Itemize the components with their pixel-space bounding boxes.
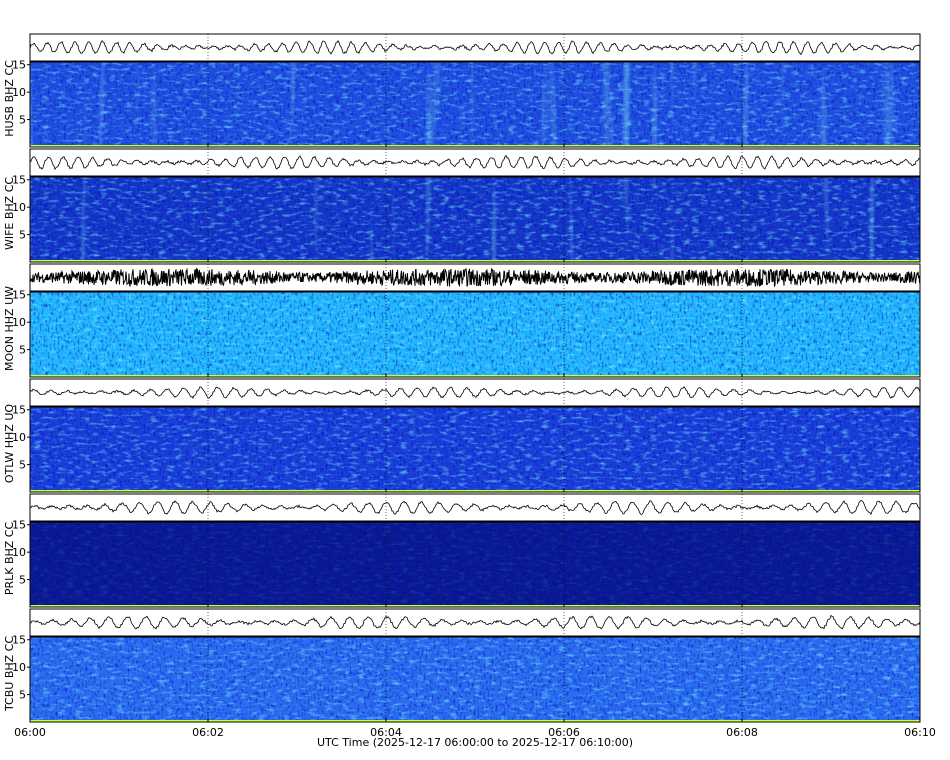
- x-axis-label: UTC Time (2025-12-17 06:00:00 to 2025-12…: [317, 736, 633, 749]
- y-tick-label: 15: [12, 404, 26, 417]
- spectrogram-floor: [30, 375, 920, 377]
- y-tick-label: 15: [12, 519, 26, 532]
- y-tick-label: 5: [19, 689, 26, 702]
- y-tick-label: 15: [12, 634, 26, 647]
- waveform-frame: [29, 493, 921, 522]
- x-tick-label: 06:08: [726, 726, 758, 739]
- x-tick-label: 06:04: [370, 726, 402, 739]
- y-tick-label: 10: [12, 431, 26, 444]
- y-tick-label: 10: [12, 546, 26, 559]
- y-tick-label: 5: [19, 229, 26, 242]
- y-tick-label: 10: [12, 86, 26, 99]
- y-tick-label: 5: [19, 459, 26, 472]
- spectrogram-floor: [30, 720, 920, 722]
- station-label: HUSB BHZ CC: [3, 60, 16, 137]
- spectrogram-floor: [30, 145, 920, 147]
- station-label: OTLW HHZ UO: [3, 404, 16, 483]
- y-tick-label: 5: [19, 574, 26, 587]
- spectrogram-texture: [30, 407, 920, 492]
- spectrogram-texture: [30, 637, 920, 722]
- spectrogram-floor: [30, 260, 920, 262]
- waveform: [29, 154, 921, 171]
- station-label: TCBU BHZ CC: [3, 636, 16, 712]
- y-tick-label: 5: [19, 344, 26, 357]
- spectrogram-floor: [30, 490, 920, 492]
- y-tick-label: 10: [12, 316, 26, 329]
- waveform: [29, 499, 921, 516]
- spectrogram-streaks: [30, 177, 920, 262]
- waveform-frame: [29, 148, 921, 177]
- station-label: PRLK BHZ CC: [3, 522, 16, 596]
- waveform: [29, 386, 921, 399]
- y-tick-label: 10: [12, 661, 26, 674]
- y-tick-label: 15: [12, 59, 26, 72]
- x-tick-label: 06:06: [548, 726, 580, 739]
- station-label: WIFE BHZ CC: [3, 177, 16, 250]
- waveform-frame: [29, 378, 921, 407]
- y-tick-label: 15: [12, 174, 26, 187]
- x-tick-label: 06:00: [14, 726, 46, 739]
- spectrogram-floor: [30, 605, 920, 607]
- station-label: MOON HHZ UW: [3, 286, 16, 371]
- y-tick-label: 15: [12, 289, 26, 302]
- waveform-frame: [29, 33, 921, 62]
- spectrogram-texture: [30, 522, 920, 607]
- x-tick-label: 06:10: [904, 726, 936, 739]
- spectrogram-streaks: [30, 62, 920, 147]
- y-tick-label: 10: [12, 201, 26, 214]
- waveform: [29, 40, 921, 56]
- waveform: [29, 267, 920, 288]
- x-tick-label: 06:02: [192, 726, 224, 739]
- waveform: [29, 614, 921, 630]
- y-tick-label: 5: [19, 114, 26, 127]
- spectrogram-texture: [30, 292, 920, 377]
